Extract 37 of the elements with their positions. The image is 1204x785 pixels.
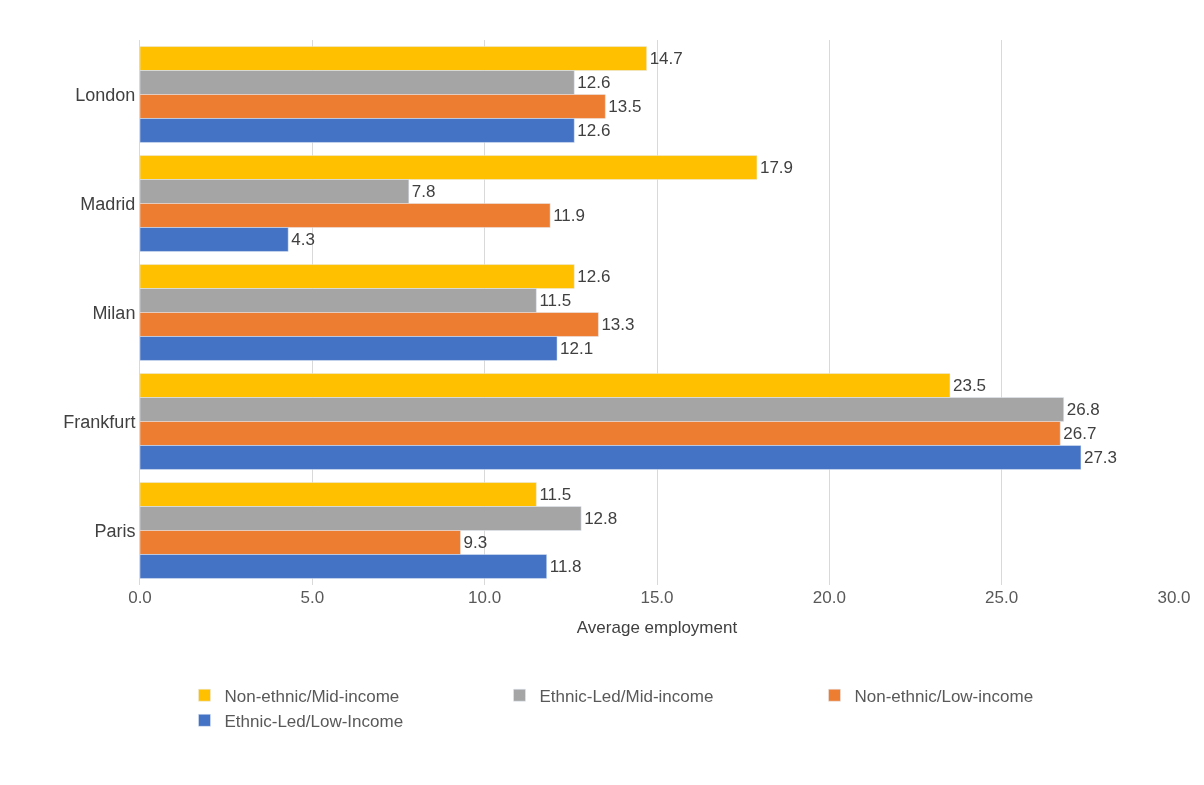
data-label: 9.3 — [463, 532, 488, 552]
y-tick-label: Frankfurt — [63, 411, 136, 432]
data-label: 7.8 — [411, 182, 436, 202]
data-label: 12.6 — [577, 73, 611, 93]
legend-label: Ethnic-Led/Low-Income — [224, 711, 404, 731]
x-tick-label: 25.0 — [985, 588, 1019, 607]
data-label: 11.9 — [553, 205, 585, 225]
data-label: 4.3 — [291, 229, 315, 249]
data-label: 13.3 — [601, 314, 635, 334]
data-label: 13.5 — [608, 96, 642, 116]
data-label: 12.1 — [560, 338, 594, 358]
x-axis-title: Average employment — [576, 618, 738, 638]
data-label: 27.3 — [1083, 447, 1118, 467]
x-tick-label: 0.0 — [128, 588, 152, 607]
x-tick-label: 5.0 — [300, 588, 325, 607]
y-tick-label: Madrid — [80, 193, 136, 214]
data-label: 12.6 — [577, 120, 611, 140]
legend-label: Ethnic-Led/Mid-income — [539, 686, 714, 706]
data-label: 14.7 — [649, 49, 683, 69]
data-label: 26.8 — [1066, 400, 1100, 420]
x-tick-label: 10.0 — [468, 588, 502, 607]
x-tick-label: 20.0 — [812, 588, 846, 607]
data-label: 23.5 — [952, 376, 987, 396]
data-label: 11.5 — [539, 291, 572, 311]
data-label: 11.5 — [539, 485, 572, 505]
x-tick-label: 30.0 — [1157, 588, 1191, 607]
data-label: 26.7 — [1063, 423, 1097, 443]
y-tick-label: Paris — [94, 520, 136, 541]
data-label: 12.6 — [577, 267, 611, 287]
legend-label: Non-ethnic/Low-income — [854, 686, 1034, 706]
data-label: 11.8 — [549, 556, 582, 576]
data-label: 12.8 — [584, 509, 618, 529]
y-tick-label: Milan — [92, 302, 136, 323]
x-tick-label: 15.0 — [640, 588, 674, 607]
legend-label: Non-ethnic/Mid-income — [224, 686, 400, 706]
y-tick-label: London — [75, 84, 136, 105]
data-label: 17.9 — [759, 158, 794, 178]
